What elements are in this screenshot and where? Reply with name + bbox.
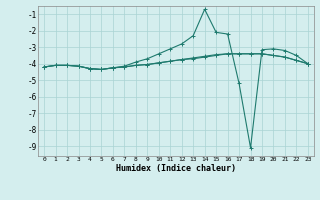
- X-axis label: Humidex (Indice chaleur): Humidex (Indice chaleur): [116, 164, 236, 173]
